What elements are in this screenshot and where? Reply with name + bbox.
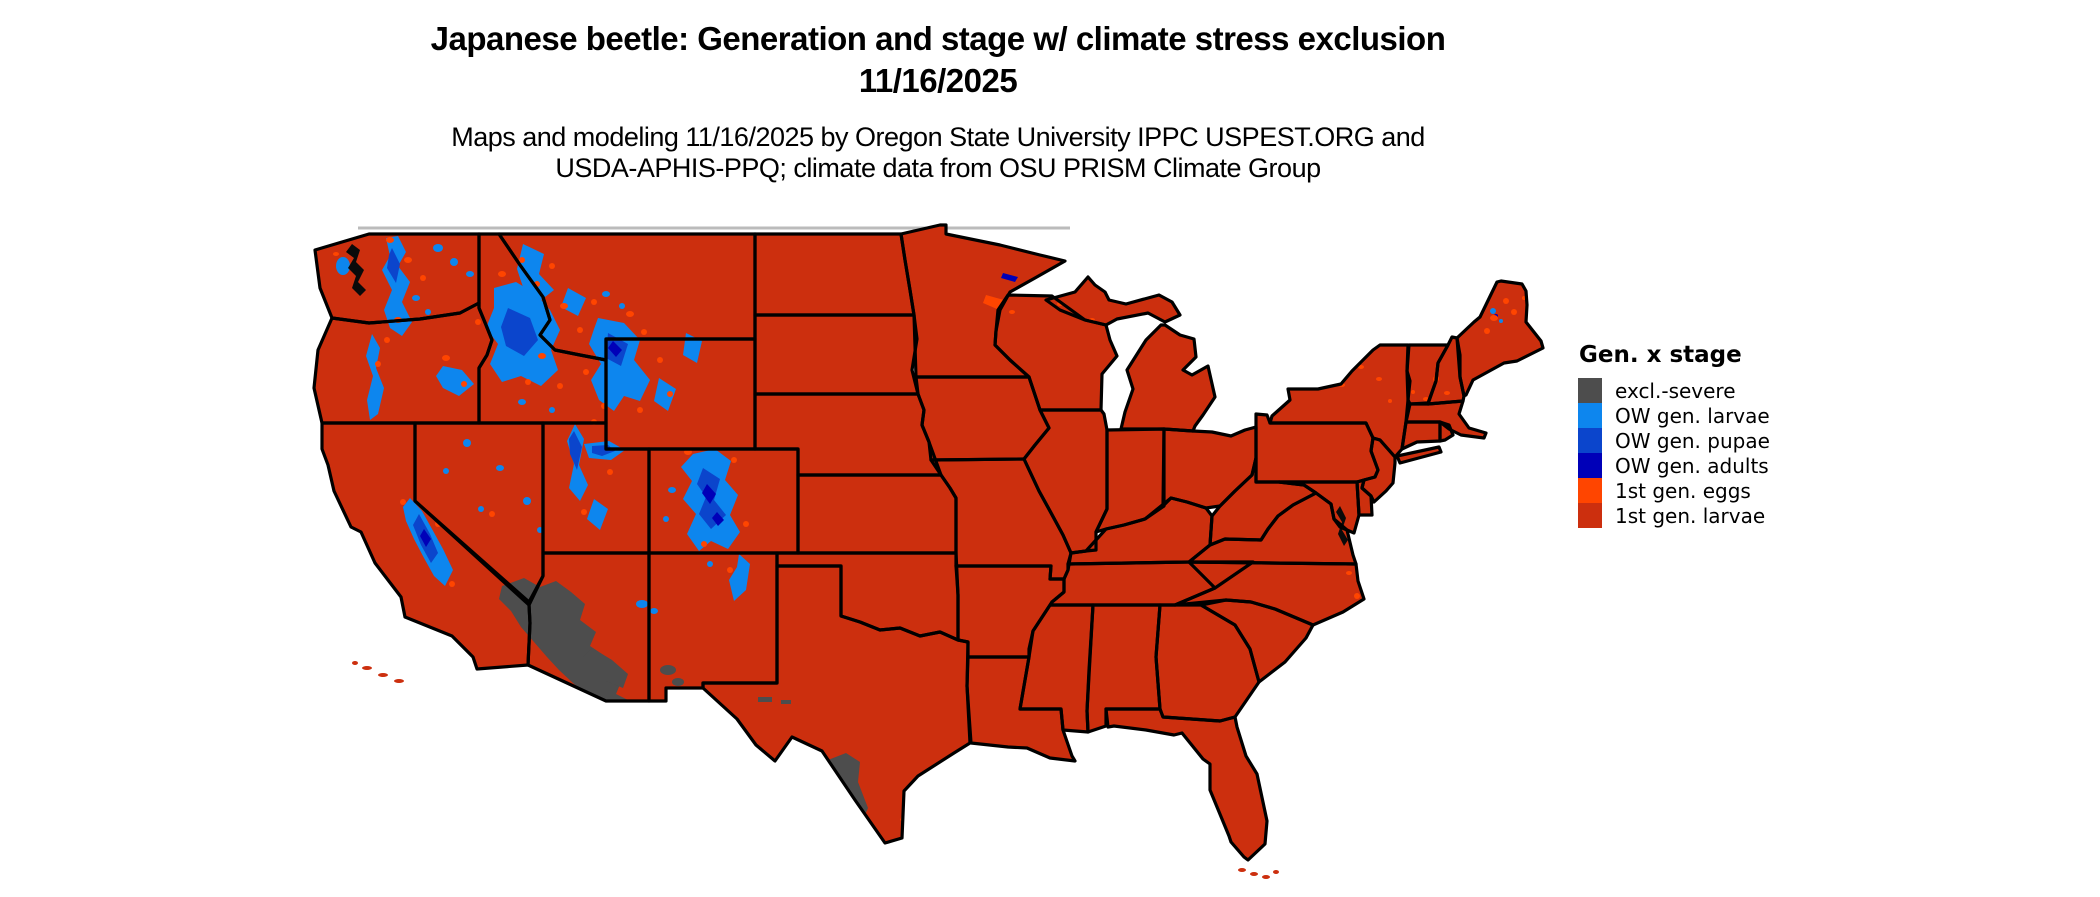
legend-label: 1st gen. larvae (1615, 503, 1766, 528)
state-south-dakota (755, 315, 918, 394)
legend-item-gen1-eggs: 1st gen. eggs (1578, 478, 1838, 503)
legend-item-gen1-larvae: 1st gen. larvae (1578, 503, 1838, 528)
title-line-1: Japanese beetle: Generation and stage w/… (430, 20, 1446, 57)
legend-swatch-ow-pupae (1578, 428, 1602, 453)
legend-item-ow-larvae: OW gen. larvae (1578, 403, 1838, 428)
legend-swatch-ow-larvae (1578, 403, 1602, 428)
state-michigan (1121, 325, 1215, 431)
legend-item-excl-severe: excl.-severe (1578, 378, 1838, 403)
us-choropleth-map (312, 223, 1545, 879)
legend-item-ow-pupae: OW gen. pupae (1578, 428, 1838, 453)
legend-swatch-gen1-larvae (1578, 503, 1602, 528)
legend-label: OW gen. pupae (1615, 428, 1770, 453)
state-kansas (798, 475, 956, 553)
legend-label: 1st gen. eggs (1615, 478, 1751, 503)
us-map-container (240, 170, 1560, 892)
legend: Gen. x stage excl.-severe OW gen. larvae… (1578, 342, 1838, 528)
state-north-dakota (755, 234, 914, 315)
puget-sound-mark (346, 244, 366, 296)
title-line-2: 11/16/2025 (858, 62, 1018, 99)
legend-swatch-gen1-eggs (1578, 478, 1602, 503)
legend-label: OW gen. larvae (1615, 403, 1770, 428)
subtitle-line-1: Maps and modeling 11/16/2025 by Oregon S… (451, 122, 1425, 152)
state-new-mexico (649, 553, 777, 701)
ow-adults-patches (420, 273, 1498, 547)
subtitle-line-2: USDA-APHIS-PPQ; climate data from OSU PR… (555, 153, 1321, 183)
legend-title: Gen. x stage (1579, 342, 1742, 368)
offshore-islands (352, 661, 1279, 879)
map-title: Japanese beetle: Generation and stage w/… (0, 18, 1876, 102)
map-subtitle: Maps and modeling 11/16/2025 by Oregon S… (0, 122, 1876, 184)
legend-swatch-ow-adults (1578, 453, 1602, 478)
state-iowa (916, 377, 1049, 460)
state-florida (1106, 709, 1267, 860)
state-maine (1457, 281, 1543, 396)
legend-item-ow-adults: OW gen. adults (1578, 453, 1838, 478)
legend-label: OW gen. adults (1615, 453, 1769, 478)
legend-swatch-excl-severe (1578, 378, 1602, 403)
legend-label: excl.-severe (1615, 378, 1736, 403)
